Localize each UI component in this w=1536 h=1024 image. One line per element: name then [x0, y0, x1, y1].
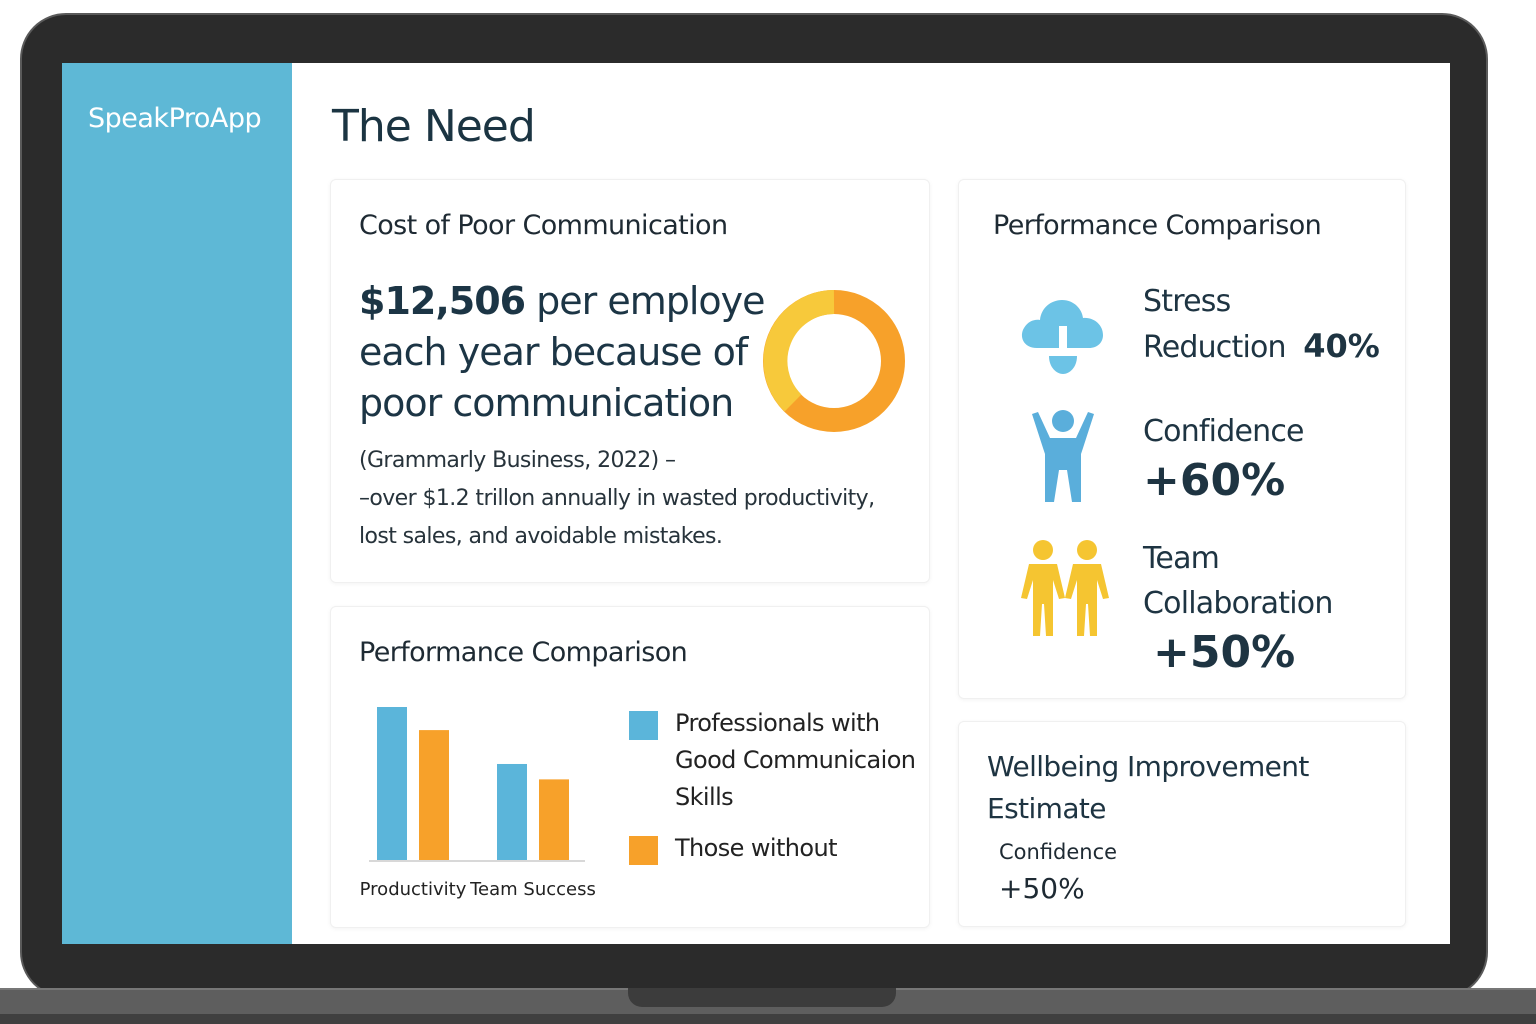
metric-confidence: Confidence +60%: [1143, 409, 1304, 503]
metric-team-value: +50%: [1153, 627, 1296, 678]
legend-item-without: Those without: [629, 830, 919, 867]
cloud-download-icon: [1021, 300, 1103, 374]
legend-item-with-skills: Professionals with Good Communicaion Ski…: [629, 705, 919, 816]
chart-legend: Professionals with Good Communicaion Ski…: [629, 705, 919, 867]
legend-swatch-blue: [629, 711, 658, 740]
cost-card-title: Cost of Poor Communication: [359, 210, 728, 241]
bar-team-success-series-1: [497, 763, 527, 861]
screen: SpeakProApp The Need Cost of Poor Commun…: [62, 63, 1450, 944]
laptop-base-edge: [0, 1014, 1536, 1024]
bar-chart: Productivity Team Success: [361, 707, 596, 900]
metric-stress-value: 40%: [1303, 327, 1380, 365]
x-tick-label: Productivity: [361, 879, 467, 900]
wellbeing-title: Wellbeing Improvement Estimate: [987, 750, 1309, 825]
two-people-icon: [1021, 540, 1109, 636]
cost-card: Cost of Poor Communication $12,506 per e…: [330, 179, 930, 583]
x-tick-label: Team Success: [469, 879, 596, 900]
legend-label-with-skills: Professionals with Good Communicaion Ski…: [675, 709, 916, 811]
metric-team-line-1: Team: [1143, 541, 1220, 576]
performance-metrics-card: Performance Comparison Stress Reduction …: [958, 179, 1406, 699]
cost-headline: $12,506 per employe each year because of…: [359, 276, 789, 429]
performance-metrics-title: Performance Comparison: [993, 210, 1322, 241]
legend-label-without: Those without: [675, 834, 837, 862]
metric-confidence-value: +60%: [1143, 455, 1286, 506]
wellbeing-card: Wellbeing Improvement Estimate Confidenc…: [958, 721, 1406, 927]
metric-stress: Stress Reduction 40%: [1143, 279, 1380, 370]
person-arms-up-icon: [1032, 410, 1094, 502]
page-title: The Need: [332, 101, 536, 152]
cost-amount-suffix: per employe: [525, 279, 765, 323]
metric-team: Team Collaboration +50%: [1143, 536, 1333, 675]
donut-segment: [763, 290, 835, 412]
donut-chart: [763, 290, 905, 432]
metric-stress-line-1: Stress: [1143, 284, 1231, 319]
cost-line-3: poor communication: [359, 381, 734, 425]
performance-chart-card: Performance Comparison Productivity Team …: [330, 606, 930, 928]
sidebar: SpeakProApp: [62, 63, 292, 944]
bar-team-success-series-2: [539, 779, 569, 861]
cost-amount: $12,506: [359, 279, 526, 323]
legend-swatch-orange: [629, 836, 658, 865]
metric-team-line-2: Collaboration: [1143, 586, 1333, 621]
wellbeing-label: Confidence: [999, 840, 1118, 864]
wellbeing-value: +50%: [999, 872, 1085, 905]
performance-chart-title: Performance Comparison: [359, 637, 688, 668]
cost-source: (Grammarly Business, 2022) – –over $1.2 …: [359, 442, 919, 556]
metric-stress-line-2: Reduction 40%: [1143, 324, 1380, 370]
app-name[interactable]: SpeakProApp: [88, 103, 262, 134]
cost-source-line-2: –over $1.2 trillon annually in wasted pr…: [359, 486, 875, 511]
laptop-hinge-notch: [628, 988, 896, 1007]
metric-stress-label: Reduction: [1143, 330, 1287, 365]
bar-productivity-series-2: [419, 730, 449, 861]
metric-confidence-label: Confidence: [1143, 414, 1304, 449]
cost-source-line-3: lost sales, and avoidable mistakes.: [359, 524, 723, 549]
bar-productivity-series-1: [377, 707, 407, 861]
cost-line-2: each year because of: [359, 330, 748, 374]
cost-source-line-1: (Grammarly Business, 2022) –: [359, 448, 676, 473]
